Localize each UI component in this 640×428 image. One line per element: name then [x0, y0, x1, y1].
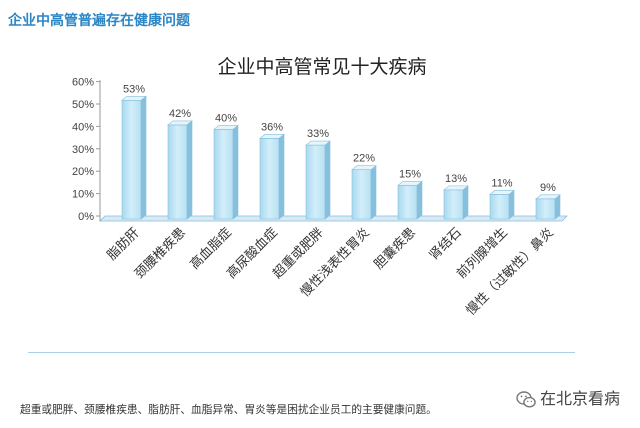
- bar-1: [121, 95, 147, 220]
- bar-3: [213, 124, 239, 220]
- bar-front-face: [213, 129, 234, 220]
- bar-9: [489, 189, 515, 220]
- y-tick-label: 0%: [78, 211, 94, 223]
- y-tick-label: 20%: [72, 166, 94, 178]
- watermark-text: 在北京看病: [540, 391, 621, 408]
- y-tick-label: 30%: [72, 144, 94, 156]
- y-tick-label: 10%: [72, 189, 94, 201]
- data-label: 11%: [491, 177, 512, 189]
- bar-side-face: [278, 133, 285, 220]
- bar-7: [397, 180, 423, 220]
- bar-side-face: [508, 189, 515, 220]
- bar-front-face: [259, 138, 280, 220]
- bar-top-face: [213, 125, 239, 130]
- category-label: 高血脂症: [187, 225, 235, 273]
- bar-front-face: [351, 169, 372, 220]
- bar-side-face: [232, 124, 239, 220]
- data-label: 33%: [307, 128, 329, 140]
- bar-5: [305, 140, 331, 220]
- bar-chart: 0% 10% 20% 30% 40% 50% 60% 53% 脂肪肝 42% 颈腰椎疾患 40% 高血脂…: [72, 77, 568, 319]
- chart-title: 企业中高管常见十大疾病: [217, 56, 427, 78]
- data-label: 36%: [261, 121, 283, 133]
- category-label: 肾结石: [427, 225, 465, 263]
- bar-side-face: [186, 120, 193, 220]
- data-label: 9%: [540, 182, 556, 194]
- data-label: 15%: [399, 168, 421, 180]
- divider-line: [28, 352, 575, 353]
- bar-front-face: [397, 185, 418, 220]
- bar-front-face: [443, 189, 464, 220]
- bar-front-face: [121, 99, 142, 220]
- y-tick-label: 40%: [72, 121, 94, 133]
- bar-top-face: [167, 120, 193, 126]
- data-label: 22%: [353, 153, 375, 165]
- bar-side-face: [140, 95, 147, 220]
- page-header-title: 企业中高管普遍存在健康问题: [8, 12, 190, 28]
- bar-front-face: [305, 144, 326, 220]
- bar-top-face: [443, 185, 469, 191]
- data-label: 53%: [123, 83, 145, 95]
- category-label: 慢性（过敏性）鼻炎: [463, 225, 557, 319]
- y-tick-label: 50%: [72, 99, 94, 111]
- category-label: 脂肪肝: [104, 225, 143, 264]
- bar-top-face: [305, 140, 331, 146]
- footer-note: 超重或肥胖、颈腰椎疾患、脂肪肝、血脂异常、胃炎等是困扰企业员工的主要健康问题。: [20, 404, 437, 416]
- bar-8: [443, 185, 469, 220]
- bar-top-face: [489, 190, 515, 195]
- bar-6: [351, 165, 377, 220]
- bar-side-face: [416, 180, 423, 220]
- data-label: 42%: [169, 108, 191, 120]
- bar-top-face: [397, 181, 423, 186]
- y-tick-label: 60%: [72, 77, 94, 89]
- bar-side-face: [462, 185, 469, 220]
- bar-side-face: [370, 165, 377, 220]
- bar-2: [167, 120, 193, 220]
- bar-10: [535, 194, 561, 220]
- bar-side-face: [324, 140, 331, 220]
- category-label: 颈腰椎疾患: [132, 225, 189, 282]
- category-label: 胆囊疾患: [371, 225, 419, 273]
- data-label: 40%: [215, 112, 237, 124]
- bar-front-face: [535, 198, 556, 220]
- chart-plot-area: 0% 10% 20% 30% 40% 50% 60% 53% 脂肪肝 42% 颈腰椎疾患 40% 高血脂…: [72, 77, 568, 319]
- bar-top-face: [351, 165, 377, 171]
- bar-4: [259, 133, 285, 220]
- bar-front-face: [167, 124, 188, 220]
- wechat-icon: [516, 391, 536, 408]
- bar-top-face: [535, 194, 561, 200]
- data-label: 13%: [445, 173, 467, 185]
- bar-top-face: [121, 95, 147, 101]
- bar-front-face: [489, 194, 510, 220]
- bar-top-face: [259, 134, 285, 139]
- watermark: 在北京看病: [516, 390, 620, 410]
